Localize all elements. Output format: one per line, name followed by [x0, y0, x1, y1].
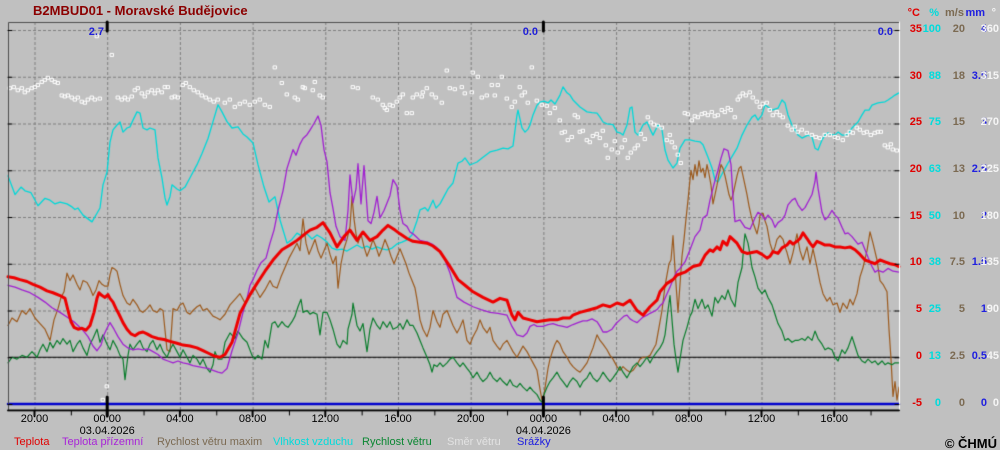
right-axis-value-r0-c4: 360 — [980, 23, 999, 35]
time-label-10: 12:00 — [747, 413, 776, 425]
right-axis-value-r2-c4: 270 — [980, 116, 999, 128]
right-axis-value-r6-c4: 90 — [986, 303, 999, 315]
page-title: B2MBUD01 - Moravské Budějovice — [33, 3, 248, 18]
right-axis-value-r7-c2: 2.5 — [949, 350, 965, 362]
time-label-5: 16:00 — [384, 413, 412, 425]
right-axis-value-r7-c4: 45 — [986, 350, 999, 362]
right-axis-value-r7-c3: 0.5 — [971, 350, 987, 362]
right-axis-value-r0-c0: 35 — [909, 23, 922, 35]
right-axis-value-r1-c4: 315 — [980, 70, 999, 82]
right-axis-value-r7-c1: 13 — [928, 350, 941, 362]
right-axis-header-4: ° — [991, 7, 996, 19]
right-axis-value-r4-c1: 50 — [928, 210, 941, 222]
right-axis-value-r3-c1: 63 — [928, 163, 941, 175]
right-axis-value-r5-c3: 1.5 — [971, 256, 987, 268]
date-label-1: 04.04.2026 — [515, 425, 571, 437]
right-axis-value-r3-c3: 2.5 — [971, 163, 987, 175]
right-axis-value-r3-c4: 225 — [980, 163, 999, 175]
right-axis-value-r3-c2: 13 — [952, 163, 965, 175]
legend-item-3: Vlhkost vzduchu — [273, 436, 354, 448]
time-label-11: 16:00 — [820, 413, 848, 425]
legend-item-0: Teplota — [14, 436, 50, 448]
right-axis-value-r6-c0: 5 — [915, 303, 922, 315]
right-axis-value-r4-c2: 10 — [952, 210, 965, 222]
right-axis-value-r6-c3: 1 — [980, 303, 987, 315]
right-axis-value-r6-c1: 25 — [928, 303, 941, 315]
right-axis-value-r8-c0: -5 — [912, 397, 922, 409]
right-axis-value-r6-c2: 5 — [958, 303, 965, 315]
right-axis-value-r0-c1: 100 — [922, 23, 941, 35]
daily-precip-total-2: 0.0 — [877, 26, 893, 38]
right-axis-value-r8-c3: 0 — [980, 397, 987, 409]
legend-item-6: Srážky — [517, 436, 551, 448]
right-axis-value-r2-c0: 25 — [909, 116, 922, 128]
time-label-0: 20:00 — [20, 413, 49, 425]
right-axis-value-r1-c0: 30 — [909, 70, 922, 82]
legend-item-4: Rychlost větru — [362, 436, 432, 448]
time-label-7: 00:00 — [529, 413, 558, 425]
time-label-6: 20:00 — [456, 413, 485, 425]
right-axis-value-r5-c4: 135 — [980, 256, 999, 268]
date-label-0: 03.04.2026 — [79, 425, 135, 437]
right-axis-value-r4-c0: 15 — [909, 210, 922, 222]
time-label-4: 12:00 — [311, 413, 340, 425]
right-axis-value-r1-c3: 3.5 — [971, 70, 987, 82]
legend-item-5: Směr větru — [447, 436, 501, 448]
daily-precip-total-0: 2.7 — [88, 26, 104, 38]
right-axis-header-1: % — [929, 7, 939, 19]
right-axis-value-r8-c4: 0 — [992, 397, 999, 409]
right-axis-value-r2-c3: 3 — [980, 116, 987, 128]
right-axis-value-r0-c2: 20 — [952, 23, 965, 35]
daily-precip-total-1: 0.0 — [522, 26, 538, 38]
time-label-1: 00:00 — [93, 413, 121, 425]
time-label-2: 04:00 — [166, 413, 194, 425]
right-axis-value-r7-c0: 0 — [915, 350, 922, 362]
right-axis-value-r5-c2: 7.5 — [949, 256, 965, 268]
right-axis-value-r3-c0: 20 — [909, 163, 922, 175]
right-axis-value-r5-c1: 38 — [928, 256, 941, 268]
right-axis-value-r8-c2: 0 — [958, 397, 965, 409]
right-axis-value-r2-c2: 15 — [952, 116, 965, 128]
legend-item-1: Teplota přízemní — [62, 436, 144, 448]
right-axis-value-r2-c1: 75 — [928, 116, 941, 128]
right-axis-value-r1-c2: 18 — [952, 70, 965, 82]
right-axis-value-r4-c3: 2 — [980, 210, 987, 222]
right-axis-header-2: m/s — [945, 7, 964, 19]
right-axis-value-r4-c4: 180 — [980, 210, 999, 222]
time-label-3: 08:00 — [238, 413, 267, 425]
time-label-8: 04:00 — [602, 413, 630, 425]
right-axis-header-0: °C — [907, 7, 920, 19]
right-axis-value-r1-c1: 88 — [928, 70, 941, 82]
right-axis-value-r8-c1: 0 — [934, 397, 941, 409]
copyright-label: © ČHMÚ — [944, 436, 997, 450]
right-axis-value-r0-c3: 4 — [980, 23, 987, 35]
time-label-9: 08:00 — [675, 413, 703, 425]
right-axis-value-r5-c0: 10 — [909, 256, 922, 268]
legend-item-2: Rychlost větru maxim — [157, 436, 263, 448]
right-axis-header-3: mm — [965, 7, 985, 19]
